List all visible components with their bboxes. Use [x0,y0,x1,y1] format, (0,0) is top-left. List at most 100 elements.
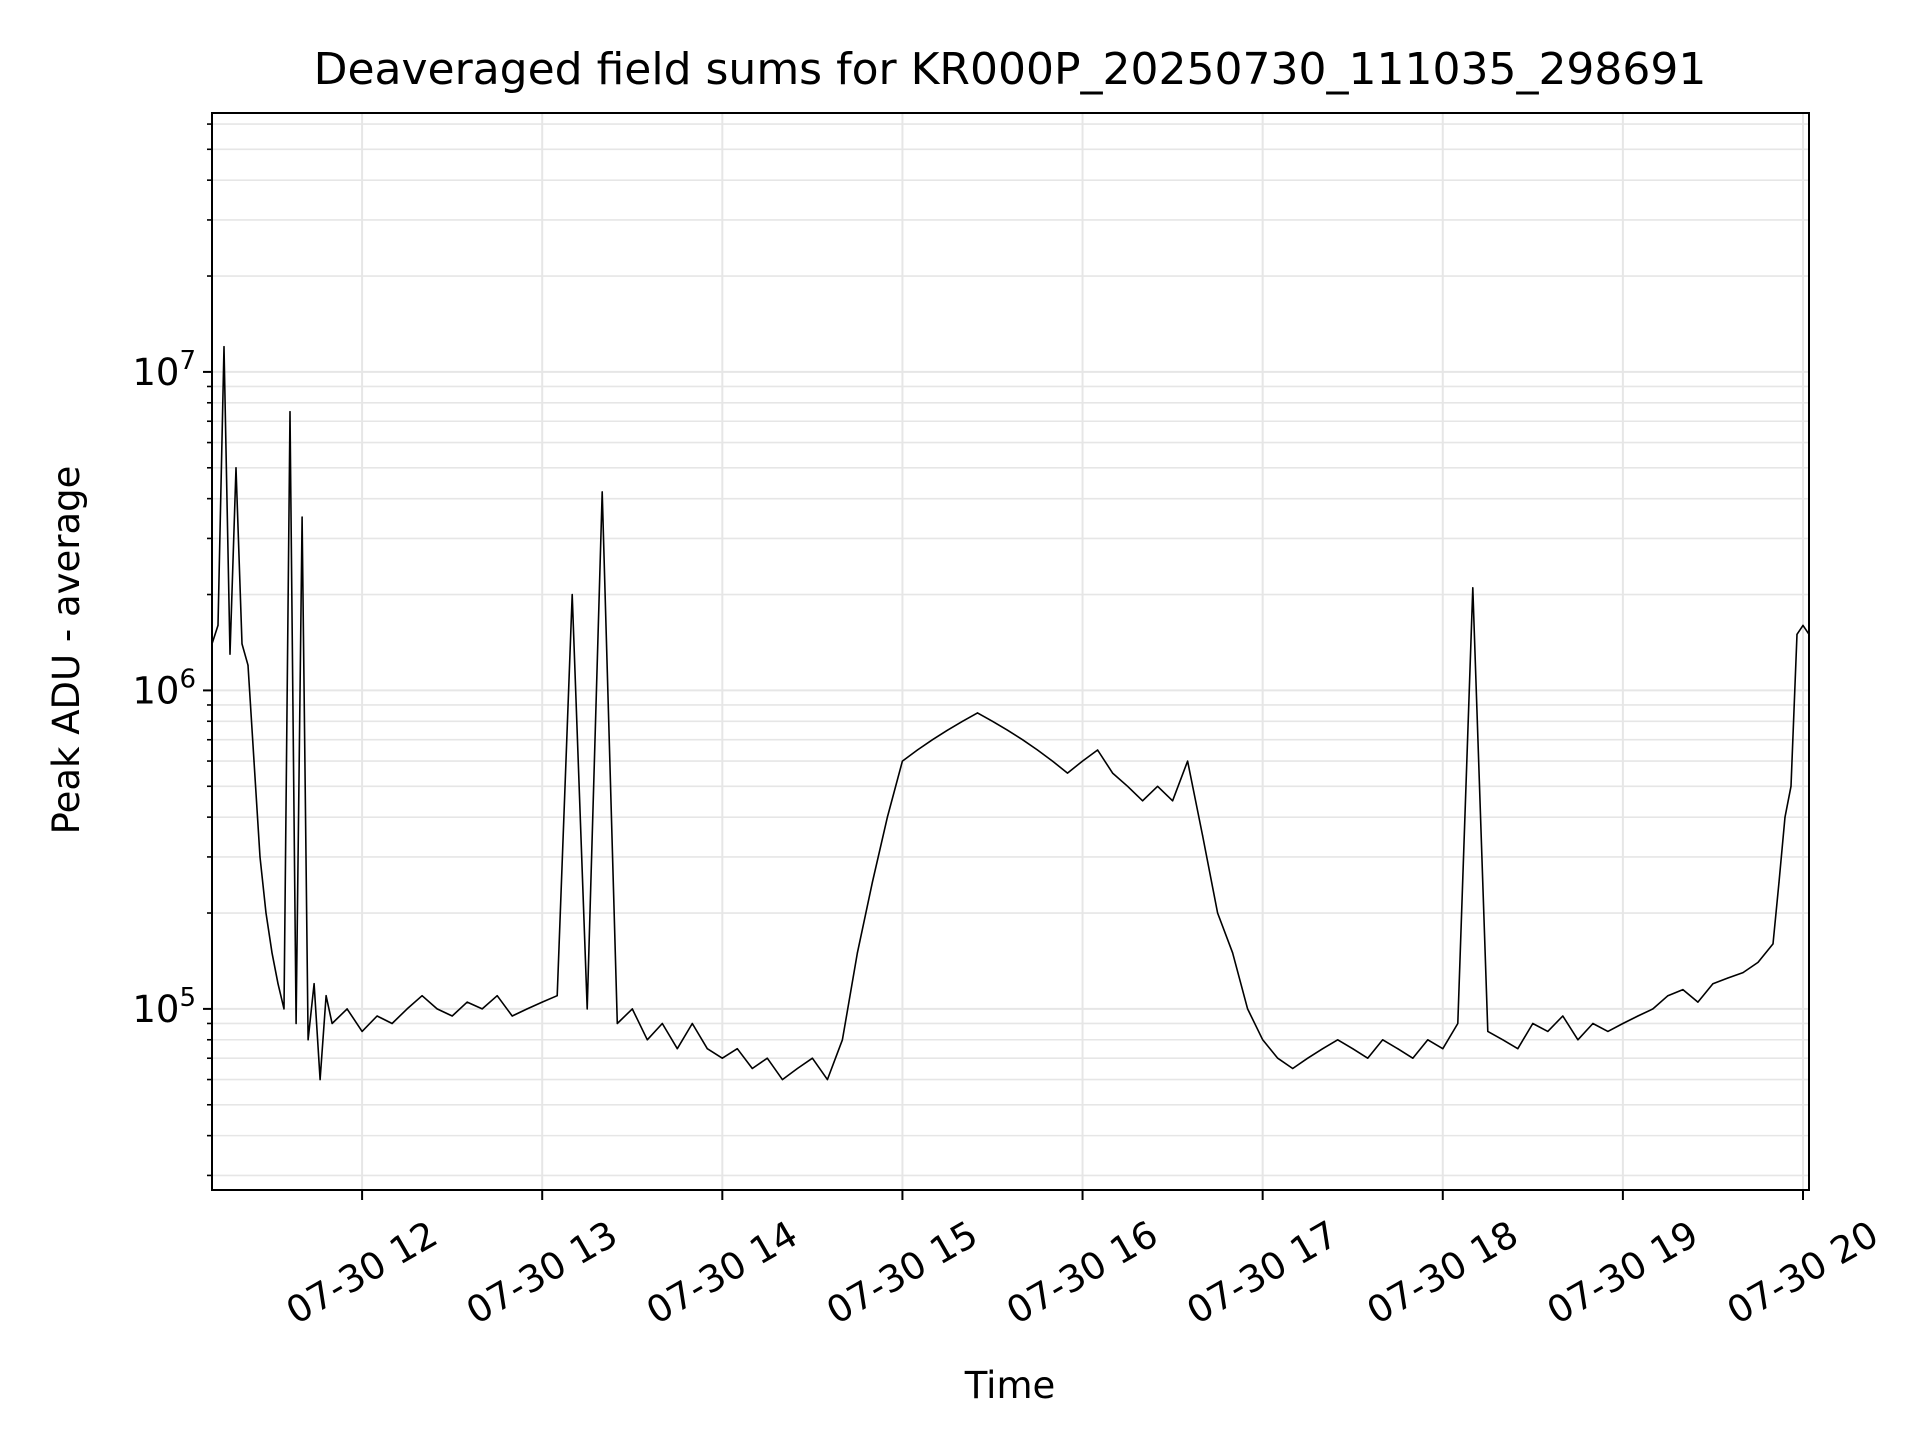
data-point [946,729,949,731]
y-axis-label: Peak ADU - average [45,466,88,835]
data-point [1187,760,1189,762]
data-point [1021,739,1024,741]
data-point [826,1079,829,1081]
data-point [646,1039,648,1041]
data-point [1487,1030,1489,1032]
data-point [1382,1039,1384,1041]
data-point [283,1008,285,1010]
data-point [736,1048,738,1050]
data-point [781,1079,784,1081]
data-point [1112,772,1114,774]
data-point [1142,800,1144,802]
data-point [676,1048,678,1050]
y-tick-label: 107 [132,346,196,394]
data-point [856,952,859,954]
data-point [1307,1057,1309,1059]
data-point [241,643,243,645]
data-point [661,1022,663,1025]
data-point [376,1015,378,1017]
data-point [1292,1067,1294,1070]
data-point [1097,749,1099,751]
data-point [229,653,231,655]
y-tick-label: 106 [132,664,196,712]
data-point [466,1001,468,1003]
data-point [886,816,889,818]
data-point [1277,1057,1279,1059]
data-point [796,1067,799,1070]
data-point [247,664,249,666]
data-point [1442,1048,1444,1050]
data-point [1712,983,1714,985]
data-point [1202,835,1204,837]
data-point [289,411,291,413]
data-point [307,1039,309,1041]
data-point [451,1015,453,1017]
data-point [361,1030,363,1032]
data-point [586,1008,588,1010]
data-point [511,1015,513,1017]
data-point [271,952,273,954]
data-point [1081,760,1084,762]
data-point [1547,1030,1549,1032]
data-point [1412,1057,1414,1059]
data-point [976,712,979,714]
y-axis-ticks: 105 106 107 [132,123,212,1177]
data-point [1472,587,1474,589]
data-point [223,346,225,348]
data-point [1367,1057,1369,1059]
data-point [601,491,603,493]
data-point [1352,1048,1354,1050]
data-point [961,720,964,722]
data-point [1742,972,1744,974]
data-point [481,1008,483,1010]
plot-frame [211,112,1810,1191]
data-point [1036,749,1039,751]
data-point [1727,977,1729,979]
series-layer [212,345,1809,1081]
data-point [1262,1039,1264,1041]
data-point [1502,1039,1504,1041]
data-point [1322,1048,1324,1050]
data-point [1247,1008,1249,1010]
data-point [1802,624,1804,627]
data-point [1457,1022,1459,1025]
data-point [265,912,267,914]
data-point [916,749,919,751]
chart-title: Deaveraged field sums for KR000P_2025073… [314,44,1707,95]
data-point [1778,881,1780,883]
data-point [1784,816,1786,818]
data-point [1607,1030,1609,1032]
data-point [217,624,219,627]
data-point [1051,760,1054,762]
x-axis-label: Time [964,1364,1056,1407]
data-point [1796,633,1798,635]
data-point [1157,785,1159,787]
data-point [301,516,303,518]
data-point [1652,1008,1654,1010]
data-point [1066,772,1069,774]
data-point [1532,1022,1534,1025]
data-point [991,720,994,722]
data-point [319,1079,321,1081]
data-point [526,1008,528,1010]
grid-lines [212,113,1809,1190]
data-point [325,995,327,997]
data-point [1232,952,1234,954]
data-point [616,1022,618,1025]
data-point [1577,1039,1579,1041]
data-point [706,1048,708,1050]
data-point [541,1001,543,1003]
data-point [766,1057,768,1059]
data-point [259,856,261,858]
data-point [1127,785,1129,787]
data-point [931,739,934,741]
data-point [631,1008,633,1010]
data-point [1427,1039,1429,1041]
data-point [496,995,498,997]
data-point [421,995,423,997]
data-point [235,467,237,469]
data-point [1397,1048,1399,1050]
data-point [1337,1039,1339,1041]
data-point [1697,1001,1699,1003]
